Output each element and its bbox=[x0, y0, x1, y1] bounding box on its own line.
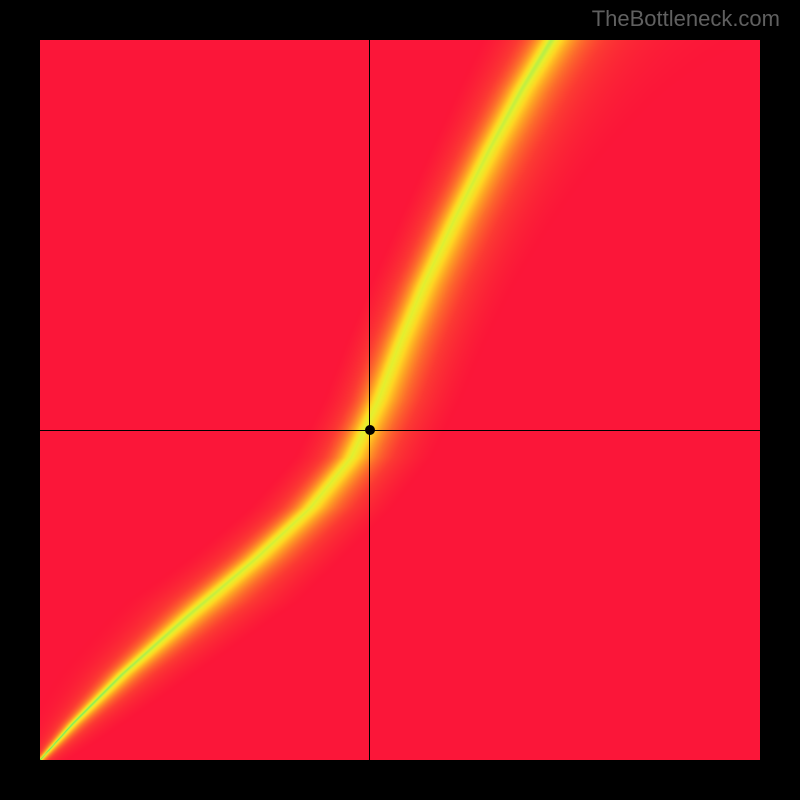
crosshair-vertical bbox=[369, 40, 370, 760]
heatmap-plot bbox=[40, 40, 760, 760]
heatmap-canvas bbox=[40, 40, 760, 760]
marker-dot bbox=[365, 425, 375, 435]
crosshair-horizontal bbox=[40, 430, 760, 431]
watermark-text: TheBottleneck.com bbox=[592, 6, 780, 32]
